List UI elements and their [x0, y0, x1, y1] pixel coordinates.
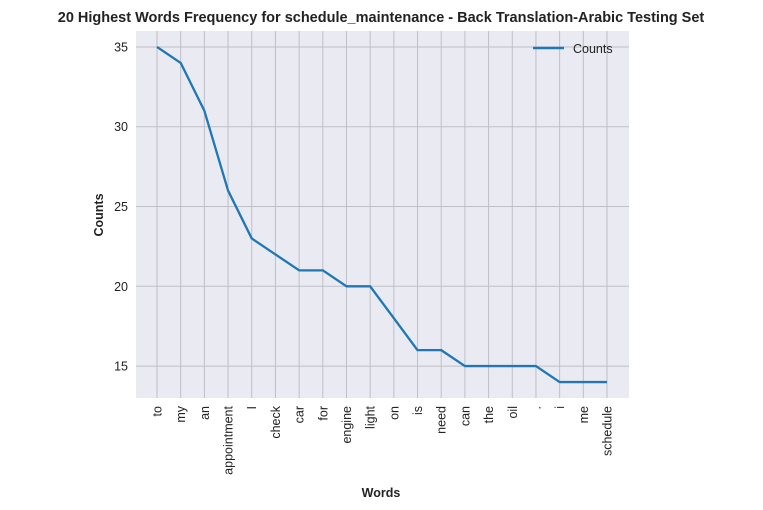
plot-area: [136, 31, 629, 398]
legend: Counts: [533, 42, 613, 56]
y-tick-label: 25: [114, 200, 128, 214]
x-tick-label: .: [529, 406, 543, 409]
x-tick-label: check: [269, 405, 283, 438]
y-axis-ticks: 15 20 25 30 35: [114, 40, 128, 373]
x-tick-label: the: [482, 406, 496, 423]
x-tick-label: can: [458, 406, 472, 426]
y-axis-label: Counts: [92, 193, 106, 236]
x-tick-label: schedule: [601, 406, 615, 456]
series-line-counts: [156, 46, 607, 384]
x-tick-label: appointment: [222, 405, 236, 474]
x-tick-label: to: [151, 406, 165, 416]
chart-title: 20 Highest Words Frequency for schedule_…: [58, 10, 705, 26]
y-tick-label: 20: [114, 280, 128, 294]
x-tick-label: i: [553, 406, 567, 409]
x-tick-label: an: [198, 406, 212, 420]
x-tick-label: car: [293, 406, 307, 423]
y-tick-label: 30: [114, 120, 128, 134]
x-tick-label: engine: [340, 406, 354, 444]
x-tick-label: for: [316, 406, 330, 421]
x-tick-label: light: [364, 405, 378, 428]
x-tick-label: me: [577, 406, 591, 423]
x-tick-label: oil: [506, 406, 520, 419]
grid-lines: [136, 31, 629, 398]
x-tick-label: I: [245, 406, 259, 409]
x-tick-label: need: [435, 406, 449, 434]
x-tick-label: my: [174, 405, 188, 422]
x-tick-label: is: [411, 406, 425, 415]
legend-label-counts: Counts: [573, 42, 613, 56]
x-axis-label: Words: [362, 486, 401, 500]
y-tick-label: 35: [114, 40, 128, 54]
x-tick-label: on: [387, 406, 401, 420]
y-tick-label: 15: [114, 360, 128, 374]
